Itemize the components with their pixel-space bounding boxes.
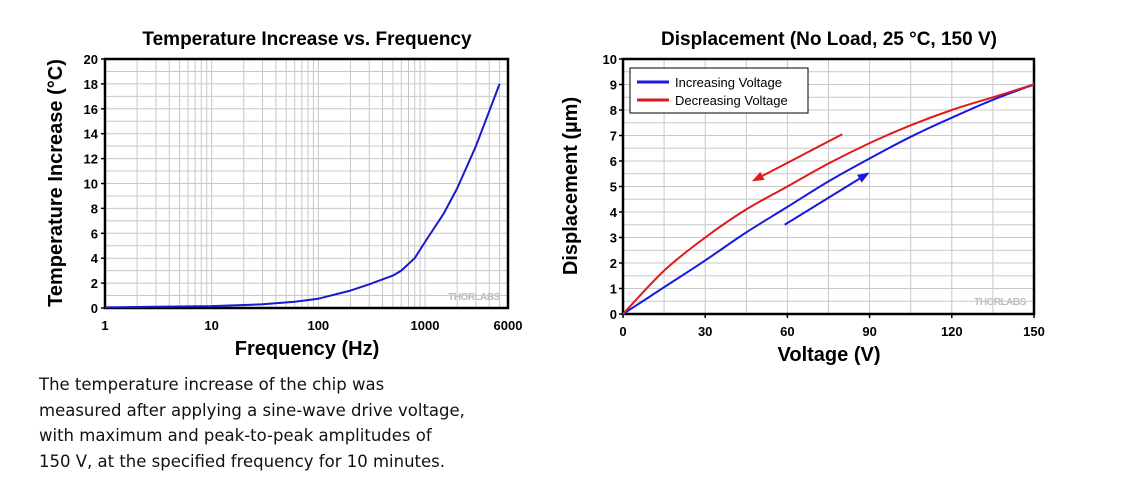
y-tick-label: 10 bbox=[603, 52, 617, 67]
right-chart-xlabel: Voltage (V) bbox=[778, 344, 881, 366]
x-tick-label: 90 bbox=[862, 324, 876, 339]
y-tick-label: 3 bbox=[610, 231, 617, 246]
y-tick-label: 10 bbox=[84, 177, 98, 192]
y-tick-label: 20 bbox=[84, 52, 98, 67]
x-tick-label: 10 bbox=[204, 318, 218, 333]
y-tick-label: 9 bbox=[610, 78, 617, 93]
y-tick-label: 0 bbox=[610, 307, 617, 322]
y-tick-label: 8 bbox=[610, 103, 617, 118]
decreasing-voltage-series-line bbox=[622, 83, 1035, 315]
caption-line: The temperature increase of the chip was bbox=[39, 375, 385, 394]
legend-label-decreasing: Decreasing Voltage bbox=[675, 93, 788, 108]
caption-line: with maximum and peak-to-peak amplitudes… bbox=[39, 426, 432, 445]
x-tick-label: 150 bbox=[1023, 324, 1045, 339]
y-tick-label: 4 bbox=[610, 205, 618, 220]
x-tick-label: 120 bbox=[941, 324, 963, 339]
direction-arrow-shaft bbox=[761, 133, 843, 177]
x-tick-label: 1000 bbox=[411, 318, 440, 333]
left-chart-watermark: THORLABS bbox=[448, 292, 500, 303]
y-tick-label: 14 bbox=[84, 127, 99, 142]
legend-box bbox=[629, 67, 809, 114]
x-tick-label: 0 bbox=[619, 324, 626, 339]
y-tick-label: 7 bbox=[610, 129, 617, 144]
y-tick-label: 1 bbox=[610, 282, 617, 297]
temperature-series-line bbox=[104, 83, 501, 309]
x-tick-label: 1 bbox=[101, 318, 108, 333]
y-tick-label: 8 bbox=[91, 201, 98, 216]
y-tick-label: 6 bbox=[91, 226, 98, 241]
y-tick-label: 4 bbox=[91, 251, 99, 266]
y-tick-label: 16 bbox=[84, 102, 98, 117]
caption: The temperature increase of the chip was… bbox=[39, 372, 559, 474]
caption-line: measured after applying a sine-wave driv… bbox=[39, 400, 465, 420]
y-tick-label: 0 bbox=[91, 301, 98, 316]
right-chart-watermark: THORLABS bbox=[974, 297, 1026, 308]
x-tick-label: 100 bbox=[307, 318, 329, 333]
y-tick-label: 2 bbox=[91, 276, 98, 291]
right-chart-ylabel: Displacement (µm) bbox=[560, 97, 582, 275]
y-tick-label: 12 bbox=[84, 152, 98, 167]
x-tick-label: 60 bbox=[780, 324, 794, 339]
left-chart-ylabel: Temperature Increase (°C) bbox=[45, 59, 67, 307]
y-tick-label: 18 bbox=[84, 77, 98, 92]
y-tick-label: 6 bbox=[610, 154, 617, 169]
legend: Increasing Voltage Decreasing Voltage bbox=[629, 67, 809, 114]
direction-arrow-head bbox=[751, 171, 765, 182]
y-tick-label: 5 bbox=[610, 180, 617, 195]
left-chart-title: Temperature Increase vs. Frequency bbox=[142, 29, 472, 50]
caption-line: 150 V, at the specified frequency for 10… bbox=[39, 451, 446, 471]
right-chart-title: Displacement (No Load, 25 °C, 150 V) bbox=[661, 29, 997, 50]
direction-arrow-head bbox=[857, 172, 870, 183]
x-tick-label: 30 bbox=[698, 324, 712, 339]
increasing-voltage-series-line bbox=[622, 83, 1035, 315]
y-tick-label: 2 bbox=[610, 256, 617, 271]
left-chart-xlabel: Frequency (Hz) bbox=[235, 338, 379, 360]
legend-label-increasing: Increasing Voltage bbox=[675, 75, 782, 90]
direction-arrow-shaft bbox=[784, 177, 860, 226]
x-tick-label: 6000 bbox=[494, 318, 523, 333]
